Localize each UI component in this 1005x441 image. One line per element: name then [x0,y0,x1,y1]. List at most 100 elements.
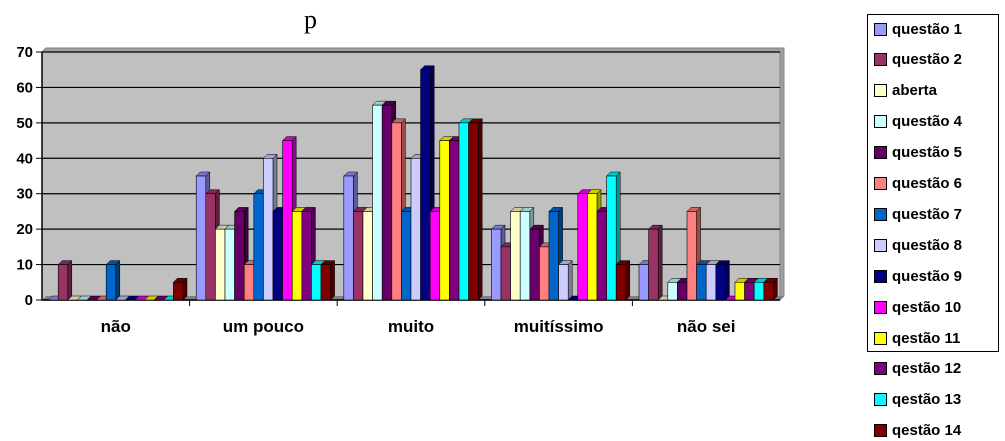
bar-front [234,211,245,301]
legend-label: questão 9 [892,267,963,285]
bar-front [500,246,511,301]
bar-front [343,175,354,301]
legend-label: qestão 13 [892,391,962,409]
legend-label: aberta [892,82,938,100]
bar-front [372,104,383,301]
legend-label: qestão 14 [892,422,962,440]
y-tick-label: 70 [16,44,33,61]
legend-label: questão 6 [892,175,963,192]
bar-front [263,157,274,301]
bar-front [391,122,402,301]
bar-front [253,193,264,301]
bar-front [173,281,184,301]
bar-front [558,264,569,301]
bar [557,259,573,301]
legend-item: questão 8 [874,235,962,255]
bar-front [519,211,531,301]
legend-item: qestão 12 [874,359,961,379]
bar [172,277,188,301]
bar-side [115,259,121,301]
legend-swatch [874,53,887,67]
bar-front [320,264,331,301]
bar [320,259,336,301]
bar-side [567,259,573,301]
legend-item: questão 7 [874,204,962,224]
bar-front [381,104,393,301]
legend-swatch [874,269,887,283]
bar-front [410,157,421,301]
bar-front [734,281,745,301]
bar-front [301,211,312,301]
bar-front [311,264,322,301]
legend-label: qestão 12 [892,360,962,378]
bar-front [215,228,226,301]
legend-item: questão 6 [874,174,962,194]
bar [467,118,483,301]
bar-front [224,228,235,301]
legend-item: questão 2 [874,50,962,70]
x-tick-label: não [101,317,131,336]
legend-swatch [874,393,887,407]
bar-front [696,264,707,301]
bar-front [491,228,502,301]
legend-item: questão 4 [874,112,962,132]
bar-side [625,259,631,301]
bar-front [272,211,283,301]
bar-front [362,211,373,301]
legend-item: aberta [874,81,937,101]
bar-front [577,193,588,301]
bar-front [548,211,559,301]
legend-label: questão 4 [892,113,963,131]
legend-label: questão 5 [892,144,963,162]
bar [647,224,663,301]
bar-front [429,211,441,301]
bar-front [715,264,726,301]
y-tick-label: 30 [16,186,33,203]
legend-swatch [874,300,887,314]
bar-front [596,211,607,301]
legend-swatch [874,84,887,98]
bar-front [529,228,540,301]
legend-item: questão 1 [874,19,962,39]
bar-front [615,264,627,301]
bar-front [677,281,688,301]
bar-side [477,118,483,301]
bar-front [753,281,765,301]
legend-label: questão 1 [892,20,963,38]
bar-front [195,175,207,301]
x-tick-label: muito [388,317,434,336]
y-tick-label: 50 [16,115,33,132]
legend-swatch [874,424,887,438]
legend-item: qestão 13 [874,390,961,410]
legend-item: questão 9 [874,266,962,286]
legend-swatch [874,146,887,160]
bar [615,259,631,301]
legend-swatch [874,331,887,345]
legend-swatch [874,22,887,36]
bar-front [648,228,659,301]
bar-side [67,259,73,301]
bar-front [705,264,717,301]
legend-swatch [874,177,887,190]
bar-front [353,211,364,301]
y-tick-label: 40 [16,150,33,167]
bar-front [763,281,774,301]
bar [105,259,121,301]
bar-front [282,140,293,301]
bar-front [539,246,550,301]
bar-front [401,211,412,301]
legend-item: qestão 11 [874,328,960,348]
legend-label: questão 2 [892,51,963,69]
chart: p 0 10 20 30 40 50 60 70 não um pouco muito muitíss… [16,5,785,336]
bar-front [291,211,303,301]
bar-front [510,211,521,301]
y-tick-label: 10 [16,257,33,274]
bar-front [243,264,255,301]
bar-front [420,69,431,301]
bar-side [725,259,730,301]
bar-front [686,211,697,301]
bar-front [667,281,678,301]
bar-front [468,122,479,301]
legend-swatch [874,362,887,376]
y-tick-label: 20 [16,221,33,238]
